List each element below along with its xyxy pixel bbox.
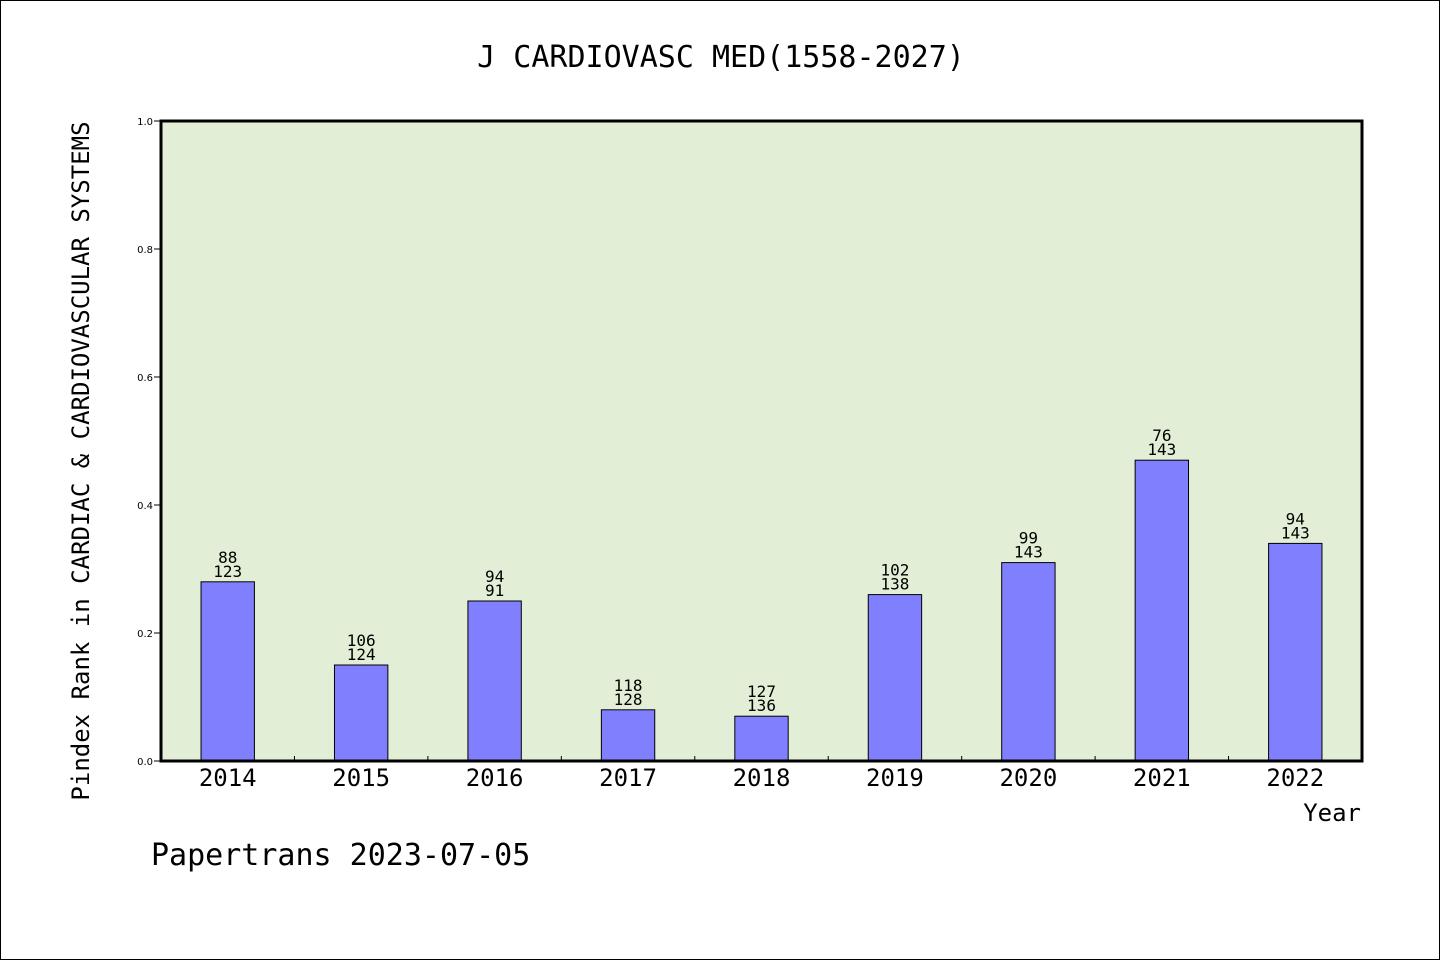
y-tick-label: 1.0 (137, 117, 153, 128)
y-axis-label: Pindex Rank in CARDIAC & CARDIOVASCULAR … (67, 121, 95, 800)
x-tick-label: 2014 (199, 764, 257, 792)
bar-2016 (467, 600, 522, 762)
y-tick-label: 0.8 (137, 245, 153, 256)
bar-rank-label: 99 (1019, 529, 1038, 548)
bar-rank-label: 94 (1286, 509, 1305, 528)
y-tick-label: 0.4 (137, 501, 153, 512)
x-axis-ticks: 2014 2015 2016 2017 2018 2019 2020 2021 2022 (199, 756, 1324, 792)
x-tick-label: 2020 (999, 764, 1057, 792)
bar-2022 (1268, 542, 1323, 762)
bar-2018 (734, 715, 789, 762)
x-tick-label: 2022 (1266, 764, 1324, 792)
x-tick-label: 2015 (332, 764, 390, 792)
bar-2015 (333, 664, 389, 762)
bar-2021 (1134, 459, 1190, 762)
y-axis-ticks: 0.0 0.2 0.4 0.6 0.8 1.0 (137, 117, 161, 768)
bar-rank-label: 118 (614, 676, 643, 695)
bar-series (200, 459, 1323, 762)
bar-rank-label: 76 (1152, 426, 1171, 445)
plot-border (159, 119, 1364, 763)
bar-rank-label: 88 (218, 548, 237, 567)
x-tick-label: 2017 (599, 764, 657, 792)
x-axis-label: Year (1303, 799, 1361, 827)
bar-rank-label: 127 (747, 682, 776, 701)
bar-2014 (200, 581, 255, 762)
x-tick-label: 2019 (866, 764, 924, 792)
bar-total-label: 136 (747, 696, 776, 715)
bar-total-label: 143 (1014, 543, 1043, 562)
bar-rank-label: 94 (485, 567, 504, 586)
y-tick-label: 0.6 (137, 373, 153, 384)
bar-total-label: 143 (1281, 523, 1310, 542)
bar-2020 (1001, 562, 1056, 762)
bar-total-label: 138 (880, 575, 909, 594)
x-tick-label: 2021 (1133, 764, 1191, 792)
bar-total-label: 143 (1147, 440, 1176, 459)
bar-2019 (867, 594, 923, 762)
bar-rank-label: 106 (347, 631, 376, 650)
bar-total-label: 91 (485, 581, 504, 600)
x-tick-label: 2018 (733, 764, 791, 792)
bar-rank-label: 102 (880, 561, 909, 580)
y-tick-label: 0.2 (137, 629, 153, 640)
y-tick-label: 0.0 (137, 757, 153, 768)
bar-total-label: 124 (347, 645, 376, 664)
x-tick-label: 2016 (466, 764, 524, 792)
bar-total-label: 123 (213, 562, 242, 581)
chart-title: J CARDIOVASC MED(1558-2027) (477, 40, 965, 75)
bar-2017 (600, 709, 656, 762)
footer-date-stamp: Papertrans 2023-07-05 (151, 838, 530, 873)
bar-total-label: 128 (614, 690, 643, 709)
